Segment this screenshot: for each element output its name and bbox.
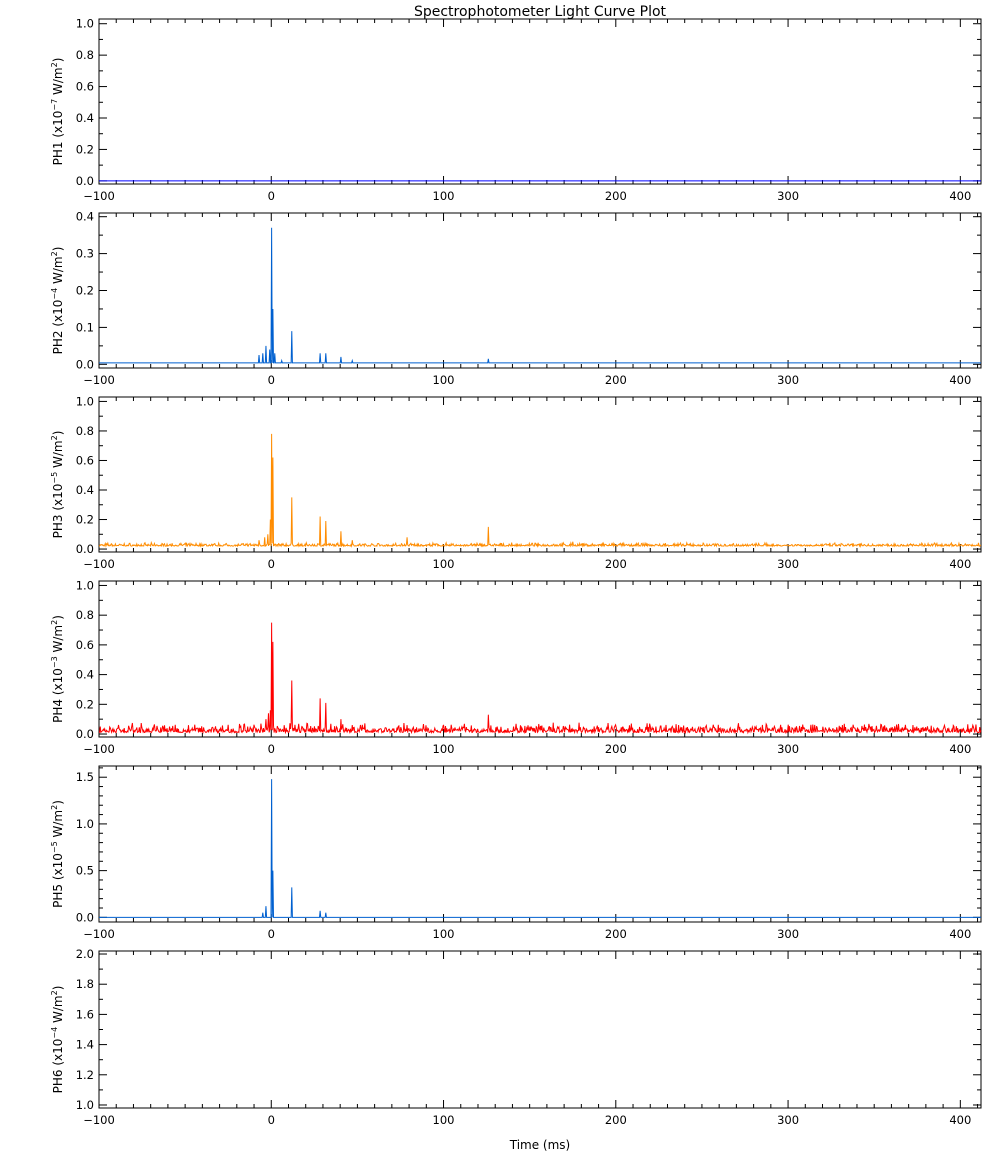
y-tick-label: 0.8 [76,608,94,622]
x-tick-label: 0 [268,1113,275,1127]
y-tick-label: 0.1 [76,320,94,334]
x-tick-label: 300 [777,373,799,387]
plot-frame [98,580,982,738]
x-tick-label: 0 [268,927,275,941]
y-tick-label: 0.6 [76,453,94,467]
x-tick-label: 100 [433,927,455,941]
x-tick-label: 400 [949,189,971,203]
y-tick-label: 0.2 [76,697,94,711]
plot-frame [98,950,982,1109]
y-tick-label: 1.0 [76,817,94,831]
x-tick-label: 400 [949,1113,971,1127]
y-tick-label: 0.8 [76,424,94,438]
y-tick-label: 1.0 [76,1098,94,1112]
y-tick-label: 1.5 [76,770,94,784]
panel-ph2: −100 0 100 200 300 400 0.0 0.1 0.2 0.3 0.4 PH2 (x10… [50,210,982,387]
y-tick-label: 1.6 [76,1007,94,1021]
x-tick-label: −100 [83,927,115,941]
chart-title: Spectrophotometer Light Curve Plot [414,4,667,20]
x-tick-label: 400 [949,557,971,571]
y-tick-label: 0.8 [76,48,94,62]
y-tick-label: 1.0 [76,578,94,592]
x-tick-label: 400 [949,373,971,387]
y-tick-label: 0.4 [76,210,94,224]
plot-frame [98,212,982,369]
y-axis-label: PH3 (x10−5 W/m2) [50,431,65,539]
x-tick-label: 100 [433,1113,455,1127]
y-tick-label: 0.4 [76,668,94,682]
x-tick-label: 0 [268,557,275,571]
x-tick-label: 300 [777,742,799,756]
y-tick-label: 0.0 [76,910,94,924]
series-line-ph4 [98,622,982,735]
x-tick-label: 0 [268,189,275,203]
plot-frame [98,765,982,923]
y-tick-label: 1.4 [76,1038,94,1052]
x-tick-label: 100 [433,557,455,571]
y-tick-label: 0.5 [76,864,94,878]
x-tick-label: −100 [83,1113,115,1127]
x-tick-label: 0 [268,373,275,387]
x-tick-label: 200 [605,1113,627,1127]
panel-ph3: −100 0 100 200 300 400 0.0 0.2 0.4 0.6 0.8 1.0 PH3 (… [50,394,982,571]
y-tick-label: 0.0 [76,357,94,371]
y-tick-label: 2.0 [76,947,94,961]
x-tick-label: 100 [433,373,455,387]
panels: −100 0 100 200 300 400 0.0 0.2 0.4 0.6 0.8 1.0 PH1 (… [50,17,982,1127]
series-line-ph2 [99,227,981,364]
panel-ph5: −100 0 100 200 300 400 0.0 0.5 1.0 1.5 PH5 (x10−5 … [50,765,982,941]
y-tick-label: 0.4 [76,111,94,125]
y-axis-label: PH1 (x10−7 W/m2) [50,58,65,166]
y-tick-label: 0.2 [76,142,94,156]
y-tick-label: 0.3 [76,247,94,261]
panel-ph6: −100 0 100 200 300 400 1.0 1.2 1.4 1.6 1.8 2.0 PH6 (… [50,947,982,1127]
y-tick-label: 0.6 [76,80,94,94]
x-axis-label: Time (ms) [509,1138,571,1152]
plot-frame [98,18,982,185]
x-tick-label: 100 [433,742,455,756]
x-tick-label: 0 [268,742,275,756]
series-line-ph5 [99,779,981,918]
x-tick-label: −100 [83,373,115,387]
series-line-ph3 [98,433,982,549]
y-tick-label: 0.0 [76,727,94,741]
plot-frame [98,396,982,553]
panel-ph1: −100 0 100 200 300 400 0.0 0.2 0.4 0.6 0.8 1.0 PH1 (… [50,17,982,203]
x-tick-label: −100 [83,742,115,756]
y-axis-label: PH2 (x10−4 W/m2) [50,247,65,355]
x-tick-label: −100 [83,189,115,203]
y-tick-label: 0.2 [76,513,94,527]
x-tick-label: 100 [433,189,455,203]
y-tick-label: 1.0 [76,17,94,31]
y-tick-label: 0.0 [76,542,94,556]
x-tick-label: 200 [605,927,627,941]
x-tick-label: 400 [949,927,971,941]
y-tick-label: 0.0 [76,174,94,188]
y-tick-label: 0.4 [76,483,94,497]
panel-ph4: −100 0 100 200 300 400 0.0 0.2 0.4 0.6 0.8 1.0 PH4 (… [50,578,982,756]
x-tick-label: 300 [777,189,799,203]
y-tick-label: 1.8 [76,977,94,991]
y-axis-label: PH4 (x10−3 W/m2) [50,615,65,723]
x-tick-label: −100 [83,557,115,571]
x-tick-label: 200 [605,373,627,387]
x-tick-label: 200 [605,742,627,756]
x-tick-label: 300 [777,927,799,941]
y-tick-label: 1.0 [76,394,94,408]
x-tick-label: 300 [777,557,799,571]
x-tick-label: 200 [605,189,627,203]
x-tick-label: 400 [949,742,971,756]
x-tick-label: 300 [777,1113,799,1127]
y-axis-label: PH5 (x10−5 W/m2) [50,800,65,908]
y-tick-label: 0.2 [76,284,94,298]
y-axis-label: PH6 (x10−4 W/m2) [50,986,65,1094]
y-tick-label: 1.2 [76,1068,94,1082]
x-tick-label: 200 [605,557,627,571]
y-tick-label: 0.6 [76,638,94,652]
